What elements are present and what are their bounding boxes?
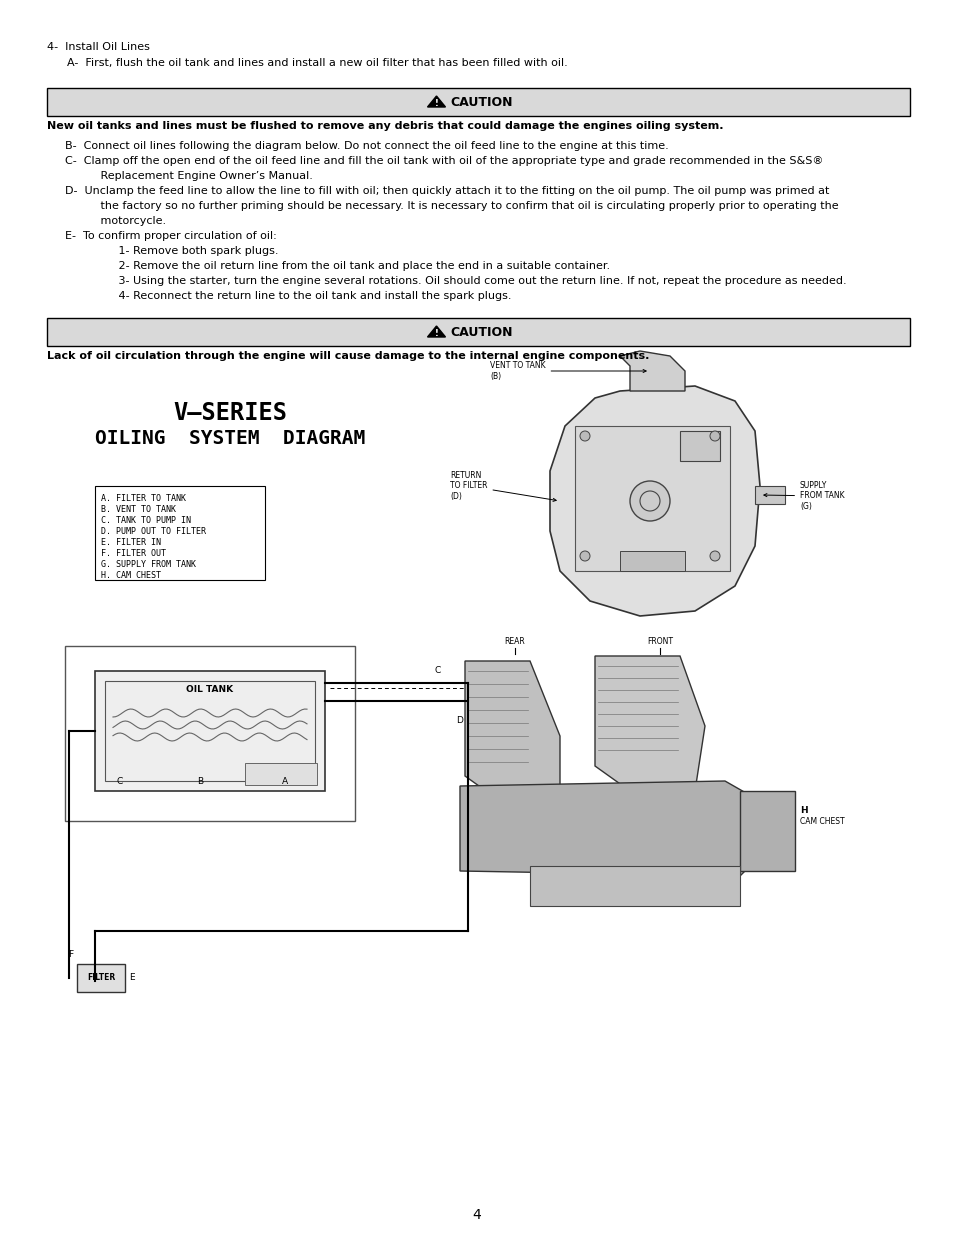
Text: FILTER: FILTER bbox=[87, 973, 115, 983]
Text: F. FILTER OUT: F. FILTER OUT bbox=[101, 550, 166, 558]
Polygon shape bbox=[595, 656, 704, 790]
Text: C: C bbox=[117, 777, 123, 785]
Polygon shape bbox=[530, 866, 740, 906]
Text: A-  First, flush the oil tank and lines and install a new oil filter that has be: A- First, flush the oil tank and lines a… bbox=[67, 58, 567, 68]
Bar bbox=[575, 426, 729, 571]
Polygon shape bbox=[427, 326, 445, 337]
Text: C-  Clamp off the open end of the oil feed line and fill the oil tank with oil o: C- Clamp off the open end of the oil fee… bbox=[65, 156, 822, 165]
Text: H. CAM CHEST: H. CAM CHEST bbox=[101, 571, 161, 580]
Text: C: C bbox=[435, 666, 440, 676]
Text: F: F bbox=[69, 950, 73, 960]
Text: 3- Using the starter, turn the engine several rotations. Oil should come out the: 3- Using the starter, turn the engine se… bbox=[101, 275, 845, 287]
Bar bbox=[105, 680, 314, 781]
Text: 1- Remove both spark plugs.: 1- Remove both spark plugs. bbox=[101, 246, 278, 256]
Text: E. FILTER IN: E. FILTER IN bbox=[101, 538, 161, 547]
Text: Replacement Engine Owner’s Manual.: Replacement Engine Owner’s Manual. bbox=[83, 170, 313, 182]
Bar bbox=[740, 790, 794, 871]
Text: 4-  Install Oil Lines: 4- Install Oil Lines bbox=[47, 42, 150, 52]
Bar bbox=[47, 88, 909, 116]
Bar bbox=[619, 551, 684, 571]
Bar bbox=[245, 763, 316, 785]
Text: FRONT: FRONT bbox=[646, 637, 672, 646]
Text: the factory so no further priming should be necessary. It is necessary to confir: the factory so no further priming should… bbox=[83, 201, 838, 211]
Circle shape bbox=[709, 551, 720, 561]
Text: New oil tanks and lines must be flushed to remove any debris that could damage t: New oil tanks and lines must be flushed … bbox=[47, 121, 722, 131]
Text: B: B bbox=[196, 777, 203, 785]
Polygon shape bbox=[427, 96, 445, 107]
Text: E: E bbox=[129, 973, 134, 983]
Text: D: D bbox=[456, 716, 463, 725]
Text: D. PUMP OUT TO FILTER: D. PUMP OUT TO FILTER bbox=[101, 527, 206, 536]
Bar bbox=[95, 487, 265, 580]
Circle shape bbox=[579, 431, 589, 441]
Polygon shape bbox=[459, 781, 769, 876]
Polygon shape bbox=[619, 351, 684, 391]
Text: VENT TO TANK
(B): VENT TO TANK (B) bbox=[490, 362, 645, 380]
Bar bbox=[95, 671, 325, 790]
Text: B-  Connect oil lines following the diagram below. Do not connect the oil feed l: B- Connect oil lines following the diagr… bbox=[65, 141, 668, 151]
Text: CAUTION: CAUTION bbox=[450, 326, 513, 338]
Text: H: H bbox=[800, 806, 807, 815]
Text: OILING  SYSTEM  DIAGRAM: OILING SYSTEM DIAGRAM bbox=[94, 429, 365, 448]
Text: CAM CHEST: CAM CHEST bbox=[800, 818, 843, 826]
Text: E-  To confirm proper circulation of oil:: E- To confirm proper circulation of oil: bbox=[65, 231, 276, 241]
Text: A. FILTER TO TANK: A. FILTER TO TANK bbox=[101, 494, 186, 503]
Bar bbox=[77, 965, 125, 992]
Text: SUPPLY
FROM TANK
(G): SUPPLY FROM TANK (G) bbox=[763, 482, 843, 511]
Bar bbox=[47, 317, 909, 346]
Circle shape bbox=[579, 551, 589, 561]
Text: V–SERIES: V–SERIES bbox=[172, 401, 287, 425]
Text: B. VENT TO TANK: B. VENT TO TANK bbox=[101, 505, 175, 514]
Text: !: ! bbox=[435, 99, 438, 107]
Text: CAUTION: CAUTION bbox=[450, 95, 513, 109]
Text: Lack of oil circulation through the engine will cause damage to the internal eng: Lack of oil circulation through the engi… bbox=[47, 351, 649, 361]
Polygon shape bbox=[464, 661, 559, 802]
Text: RETURN
TO FILTER
(D): RETURN TO FILTER (D) bbox=[450, 471, 556, 501]
Circle shape bbox=[709, 431, 720, 441]
Text: REAR: REAR bbox=[504, 637, 525, 646]
Text: !: ! bbox=[435, 329, 438, 338]
Bar bbox=[754, 487, 784, 504]
Text: D-  Unclamp the feed line to allow the line to fill with oil; then quickly attac: D- Unclamp the feed line to allow the li… bbox=[65, 186, 828, 196]
Bar bbox=[679, 431, 720, 461]
Text: motorcycle.: motorcycle. bbox=[83, 216, 166, 226]
Text: 4- Reconnect the return line to the oil tank and install the spark plugs.: 4- Reconnect the return line to the oil … bbox=[101, 291, 511, 301]
Text: 4: 4 bbox=[472, 1208, 481, 1221]
Polygon shape bbox=[550, 387, 760, 616]
Text: A: A bbox=[282, 777, 288, 785]
Text: G. SUPPLY FROM TANK: G. SUPPLY FROM TANK bbox=[101, 559, 195, 569]
Text: C. TANK TO PUMP IN: C. TANK TO PUMP IN bbox=[101, 516, 191, 525]
Text: OIL TANK: OIL TANK bbox=[186, 684, 233, 694]
Circle shape bbox=[629, 480, 669, 521]
Text: 2- Remove the oil return line from the oil tank and place the end in a suitable : 2- Remove the oil return line from the o… bbox=[101, 261, 610, 270]
Bar bbox=[65, 646, 355, 821]
